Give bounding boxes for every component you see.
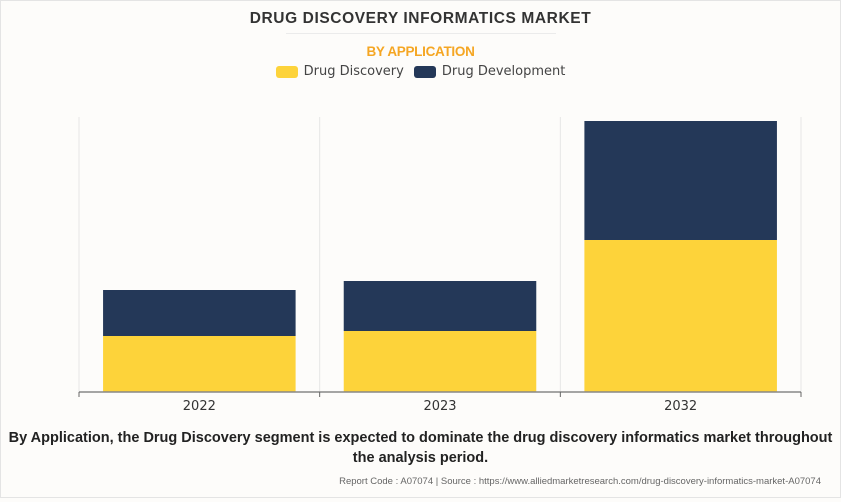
legend-label: Drug Development [441,64,566,79]
chart-subtitle: BY APPLICATION [366,44,475,59]
legend-label: Drug Discovery [303,64,404,79]
bar-drug-development-2032[interactable] [584,121,777,240]
legend-swatch-drug-development [413,65,436,78]
legend: Drug Discovery Drug Development [0,64,841,79]
legend-item-drug-development[interactable]: Drug Development [413,64,566,79]
legend-swatch-drug-discovery [275,65,298,78]
chart-caption: By Application, the Drug Discovery segme… [8,430,833,466]
source-note: Report Code : A07074 | Source : https://… [339,476,821,487]
title-divider [286,33,556,34]
bar-drug-discovery-2023[interactable] [343,331,537,392]
x-tick-label: 2032 [664,399,697,414]
legend-item-drug-discovery[interactable]: Drug Discovery [275,64,404,79]
bar-drug-development-2022[interactable] [103,290,296,336]
chart-title: DRUG DISCOVERY INFORMATICS MARKET [249,10,592,27]
stacked-bar-chart: 2022 2023 2032 [78,117,802,414]
x-tick-label: 2023 [423,399,456,414]
bar-drug-discovery-2022[interactable] [103,336,296,392]
bar-drug-development-2023[interactable] [343,281,537,331]
x-tick-label: 2022 [183,399,216,414]
bar-drug-discovery-2032[interactable] [584,240,777,392]
